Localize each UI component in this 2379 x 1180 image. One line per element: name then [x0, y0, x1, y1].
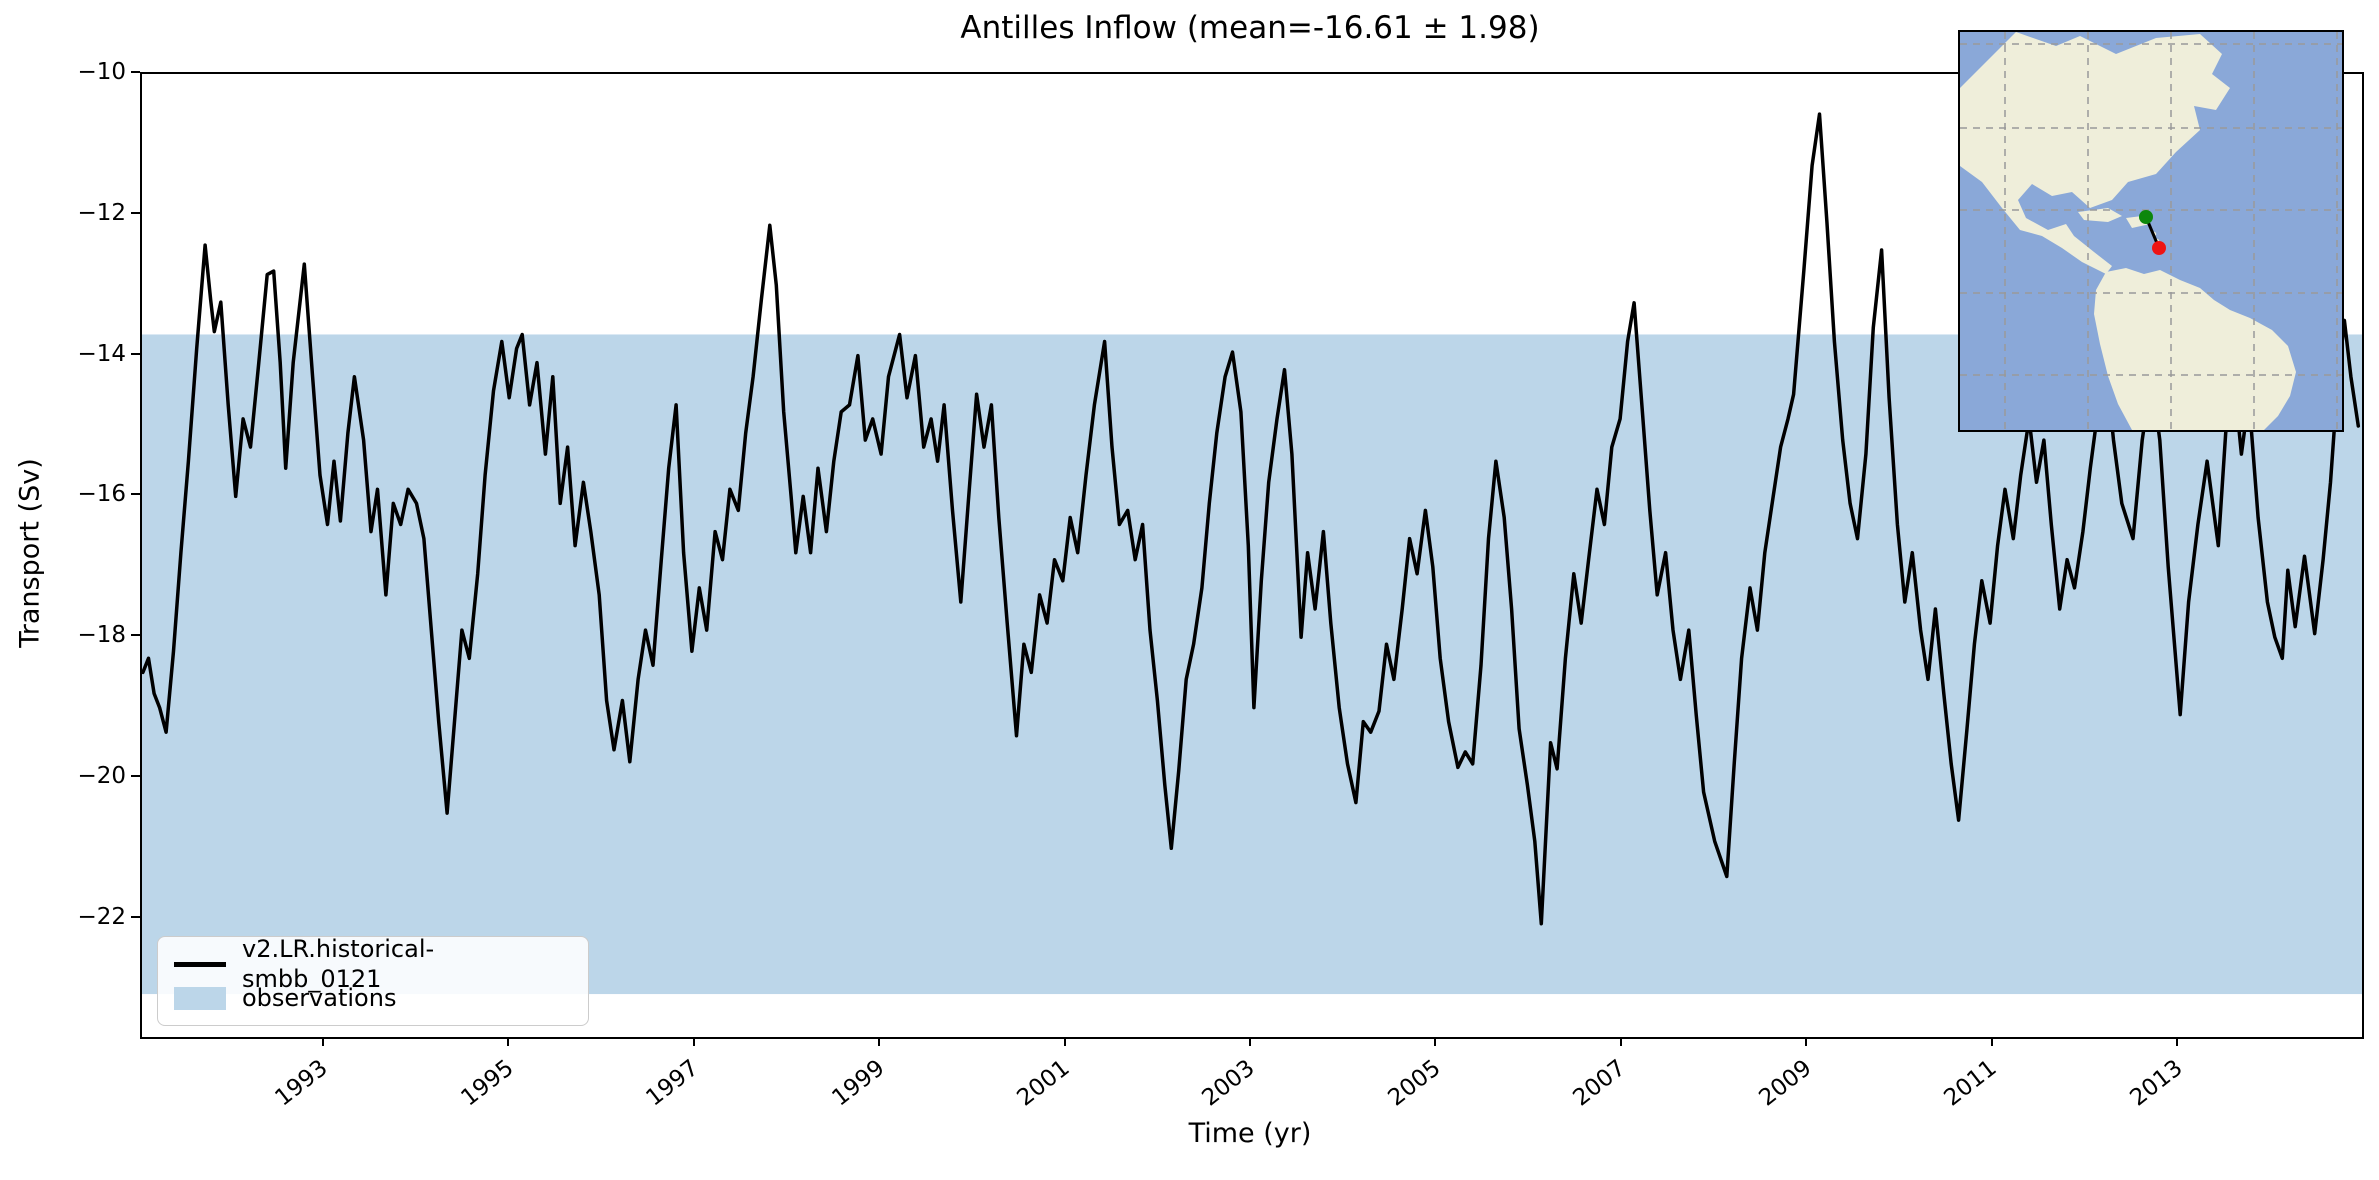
- x-axis-label: Time (yr): [1188, 1118, 1312, 1149]
- y-tick-mark: [131, 774, 140, 777]
- x-tick-label: 2005: [1383, 1055, 1446, 1112]
- y-tick-mark: [131, 211, 140, 214]
- x-tick-mark: [1063, 1037, 1066, 1046]
- y-axis-label: Transport (Sv): [14, 458, 46, 648]
- chart-title: Antilles Inflow (mean=-16.61 ± 1.98): [960, 10, 1540, 46]
- x-tick-label: 2009: [1754, 1055, 1817, 1112]
- legend-item-observations: observations: [174, 981, 572, 1015]
- y-tick-label: −18: [77, 622, 126, 649]
- x-tick-mark: [1805, 1037, 1808, 1046]
- x-tick-label: 1997: [641, 1055, 704, 1112]
- legend-item-model: v2.LR.historical-smbb_0121: [174, 935, 572, 993]
- y-tick-mark: [131, 915, 140, 918]
- section-south-endpoint-marker: [2152, 241, 2166, 255]
- x-tick-mark: [1434, 1037, 1437, 1046]
- inset-map-canvas: [1960, 32, 2342, 430]
- x-tick-label: 2011: [1939, 1055, 2002, 1112]
- legend-label-model: v2.LR.historical-smbb_0121: [242, 935, 435, 993]
- y-tick-mark: [131, 634, 140, 637]
- y-tick-mark: [131, 71, 140, 73]
- y-tick-label: −12: [77, 199, 126, 226]
- x-tick-mark: [2176, 1037, 2179, 1046]
- x-tick-label: 1993: [270, 1055, 333, 1112]
- x-tick-mark: [1990, 1037, 1993, 1046]
- y-tick-mark: [131, 493, 140, 496]
- section-north-endpoint-marker: [2139, 210, 2153, 224]
- x-tick-label: 2003: [1197, 1055, 1261, 1112]
- y-tick-label: −16: [77, 481, 126, 508]
- x-tick-mark: [321, 1037, 324, 1046]
- patch-swatch: [174, 986, 226, 1010]
- line-swatch: [174, 961, 226, 967]
- x-tick-mark: [507, 1037, 510, 1046]
- x-tick-label: 2013: [2125, 1055, 2188, 1112]
- map-cuba: [2078, 208, 2122, 222]
- x-tick-mark: [1249, 1037, 1251, 1046]
- x-tick-label: 1995: [456, 1055, 519, 1112]
- map-land: [1960, 32, 2296, 430]
- legend[interactable]: v2.LR.historical-smbb_0121 observations: [157, 935, 589, 1026]
- map-north-america: [1960, 32, 2230, 274]
- map-south-america: [2094, 268, 2296, 430]
- inset-map: [1958, 30, 2344, 432]
- x-tick-mark: [878, 1037, 881, 1046]
- chart-canvas: [142, 112, 2362, 995]
- y-tick-label: −20: [77, 762, 126, 789]
- y-tick-label: −22: [77, 903, 126, 930]
- x-tick-mark: [1619, 1037, 1622, 1046]
- y-tick-label: −10: [77, 59, 126, 85]
- x-tick-label: 1999: [826, 1055, 890, 1112]
- map-gridlines: [1960, 32, 2342, 430]
- y-tick-label: −14: [77, 340, 126, 367]
- x-tick-label: 2007: [1568, 1055, 1631, 1112]
- legend-label-observations: observations: [242, 984, 397, 1012]
- y-tick-mark: [131, 352, 140, 355]
- x-tick-mark: [692, 1037, 695, 1046]
- series-line: [142, 112, 2361, 926]
- x-tick-label: 2001: [1012, 1055, 1075, 1112]
